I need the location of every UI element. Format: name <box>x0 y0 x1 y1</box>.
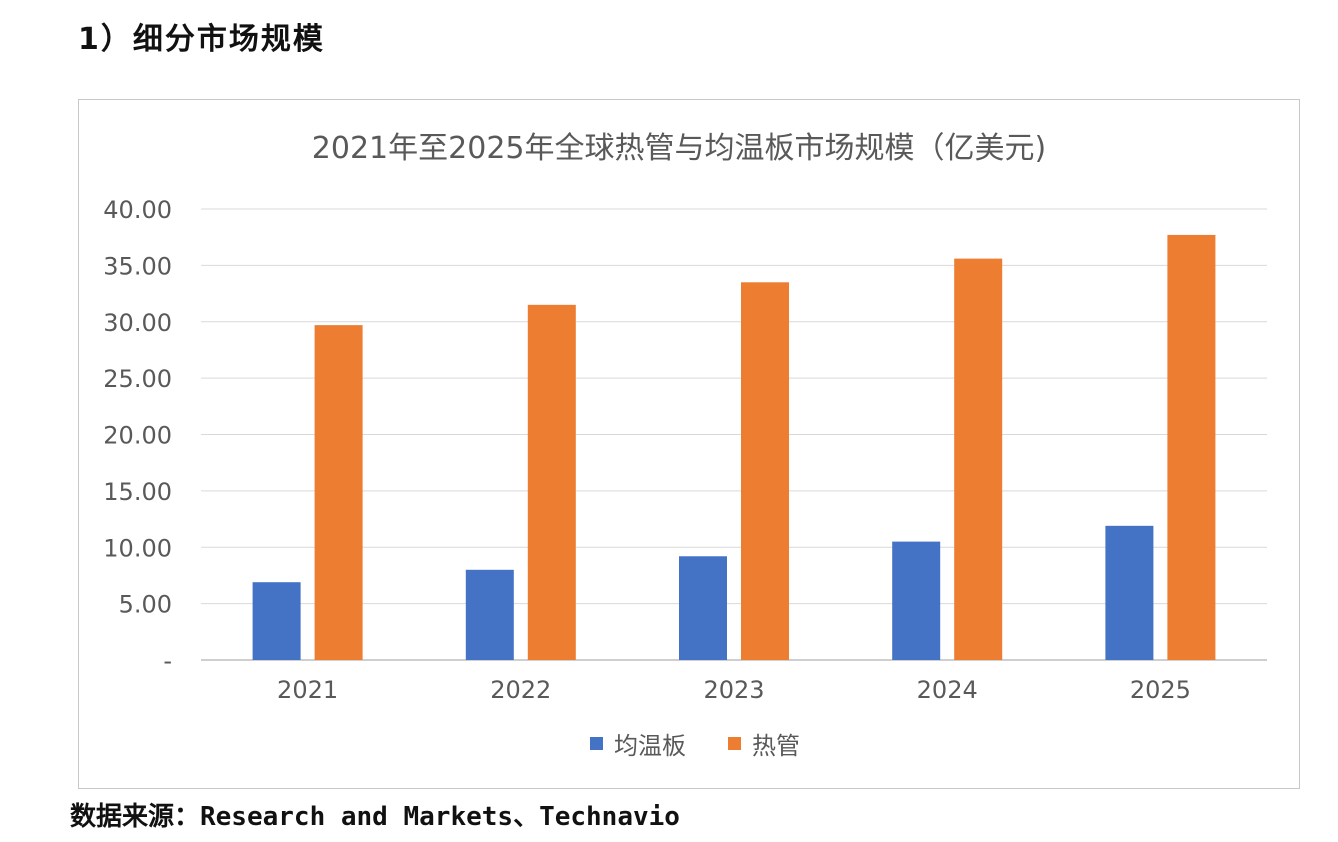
bar <box>1167 234 1216 660</box>
bar <box>892 541 941 660</box>
gridlines <box>201 208 1267 661</box>
section-heading: 1）细分市场规模 <box>78 22 325 57</box>
bar-chart: 2021年至2025年全球热管与均温板市场规模（亿美元) - 5.00 10.00 1… <box>103 131 1267 760</box>
bar <box>954 258 1003 660</box>
legend-label: 均温板 <box>614 732 686 760</box>
y-tick-label: 25.00 <box>103 365 172 393</box>
bar <box>1105 525 1154 660</box>
legend-swatch <box>590 737 603 750</box>
chart-frame: 2021年至2025年全球热管与均温板市场规模（亿美元) - 5.00 10.00 1… <box>78 99 1300 789</box>
legend-label: 热管 <box>752 732 800 760</box>
y-tick-label: 10.00 <box>103 534 172 562</box>
x-tick-label: 2021 <box>277 676 338 704</box>
bar <box>741 282 789 660</box>
bar <box>314 325 363 660</box>
bar <box>679 556 727 660</box>
y-tick-label: 15.00 <box>103 478 172 506</box>
legend-swatch <box>728 737 741 750</box>
y-tick-label: 5.00 <box>119 591 172 619</box>
bar <box>465 569 514 660</box>
x-axis-ticks: 2021 2022 2023 2024 2025 <box>277 676 1191 704</box>
y-tick-label: 35.00 <box>103 252 172 280</box>
bars <box>252 234 1216 660</box>
bar <box>527 304 576 660</box>
x-tick-label: 2024 <box>917 676 978 704</box>
y-tick-label: 30.00 <box>103 309 172 337</box>
source-note: 数据来源：Research and Markets、Technavio <box>70 802 680 832</box>
x-tick-label: 2022 <box>490 676 551 704</box>
y-axis-ticks: - 5.00 10.00 15.00 20.00 25.00 30.00 35.00 40.00 <box>103 196 172 675</box>
y-tick-label: 20.00 <box>103 422 172 450</box>
y-tick-label: - <box>163 647 172 675</box>
bar <box>252 582 301 660</box>
x-tick-label: 2023 <box>703 676 764 704</box>
y-tick-label: 40.00 <box>103 196 172 224</box>
chart-title: 2021年至2025年全球热管与均温板市场规模（亿美元) <box>312 131 1046 166</box>
x-tick-label: 2025 <box>1130 676 1191 704</box>
legend: 均温板 热管 <box>590 732 800 760</box>
